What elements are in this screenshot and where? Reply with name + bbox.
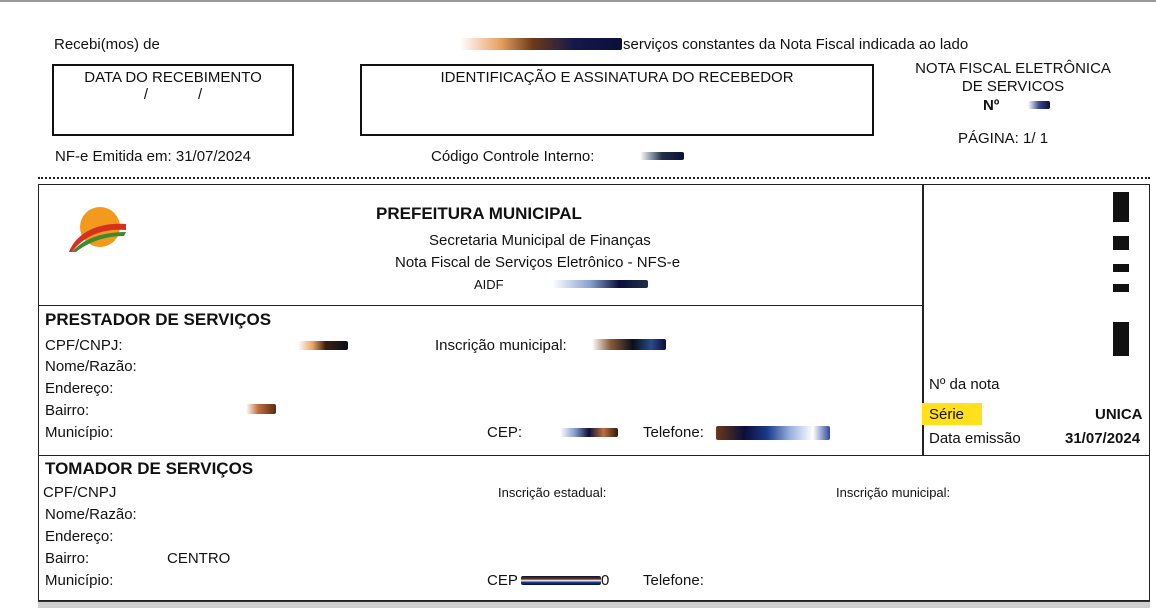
taker-state-reg-label: Inscrição estadual: <box>498 485 607 500</box>
taker-phone-label: Telefone: <box>643 572 704 589</box>
cut-line <box>38 177 1150 179</box>
redacted-provider-phone <box>716 426 830 440</box>
series-highlight <box>922 403 982 425</box>
date-received-box: DATA DO RECEBIMENTO / / <box>52 64 294 136</box>
issue-date-value: 31/07/2024 <box>1065 430 1141 447</box>
provider-address-label: Endereço: <box>45 380 114 397</box>
redacted-control-code <box>640 152 684 160</box>
date-received-label: DATA DO RECEBIMENTO <box>84 69 262 86</box>
taker-name-label: Nome/Razão: <box>45 506 137 523</box>
aidf-label: AIDF <box>474 277 504 292</box>
barcode-segment <box>1113 192 1129 222</box>
dept-name: Secretaria Municipal de Finanças <box>429 232 651 249</box>
provider-phone-label: Telefone: <box>643 424 704 441</box>
top-border <box>0 0 1156 2</box>
series-label: Série <box>929 406 965 423</box>
date-received-slashes: / / <box>143 86 203 103</box>
doc-type: Nota Fiscal de Serviços Eletrônico - NFS… <box>395 254 681 271</box>
barcode-segment <box>1113 236 1129 250</box>
taker-title: TOMADOR DE SERVIÇOS <box>45 459 254 478</box>
redacted-provider-municipal-reg <box>592 339 666 350</box>
nfe-title-line2: DE SERVICOS <box>961 78 1065 95</box>
series-value: UNICA <box>1095 406 1143 423</box>
redacted-provider-cep <box>560 428 618 437</box>
taker-district-value: CENTRO <box>167 550 231 567</box>
note-number-label: Nº da nota <box>929 376 1000 393</box>
provider-cpf-label: CPF/CNPJ: <box>45 337 123 354</box>
emitted-label: NF-e Emitida em: 31/07/2024 <box>55 148 251 165</box>
provider-title: PRESTADOR DE SERVIÇOS <box>45 310 272 329</box>
redacted-provider-cpf <box>298 341 348 350</box>
redacted-aidf <box>552 280 648 288</box>
taker-address-label: Endereço: <box>45 528 114 545</box>
taker-section <box>38 455 1150 601</box>
taker-municipal-reg-label: Inscrição municipal: <box>836 485 951 500</box>
provider-name-label: Nome/Razão: <box>45 358 137 375</box>
redacted-name <box>460 38 622 50</box>
received-suffix: serviços constantes da Nota Fiscal indic… <box>623 36 969 53</box>
provider-district-label: Bairro: <box>45 402 90 419</box>
nfe-number-label: Nº <box>983 97 1000 114</box>
redacted-provider-district <box>246 404 276 414</box>
recipient-signature-box: IDENTIFICAÇÃO E ASSINATURA DO RECEBEDOR <box>360 64 874 136</box>
provider-cep-label: CEP: <box>487 424 523 441</box>
provider-city-label: Município: <box>45 424 114 441</box>
city-logo-icon <box>69 207 126 252</box>
control-code-label: Código Controle Interno: <box>431 148 595 165</box>
issue-date-label: Data emissão <box>929 430 1021 447</box>
org-title: PREFEITURA MUNICIPAL <box>376 204 582 223</box>
next-section-bar <box>38 601 1150 608</box>
barcode-segment <box>1113 284 1129 292</box>
redacted-nfe-number <box>1028 101 1050 109</box>
taker-district-label: Bairro: <box>45 550 90 567</box>
barcode-segment <box>1113 322 1129 356</box>
barcode-segment <box>1113 264 1129 272</box>
page-label: PÁGINA: 1/ 1 <box>958 130 1049 147</box>
nfe-title-line1: NOTA FISCAL ELETRÔNICA <box>915 60 1111 77</box>
recipient-signature-label: IDENTIFICAÇÃO E ASSINATURA DO RECEBEDOR <box>440 69 794 86</box>
received-prefix: Recebi(mos) de <box>54 36 160 53</box>
taker-city-label: Município: <box>45 572 114 589</box>
taker-cep-label: CEP <box>487 572 518 589</box>
taker-cep-trailing: 0 <box>601 572 610 589</box>
provider-municipal-reg-label: Inscrição municipal: <box>435 337 567 354</box>
taker-cpf-label: CPF/CNPJ <box>43 484 117 501</box>
redacted-taker-cep <box>521 576 601 585</box>
